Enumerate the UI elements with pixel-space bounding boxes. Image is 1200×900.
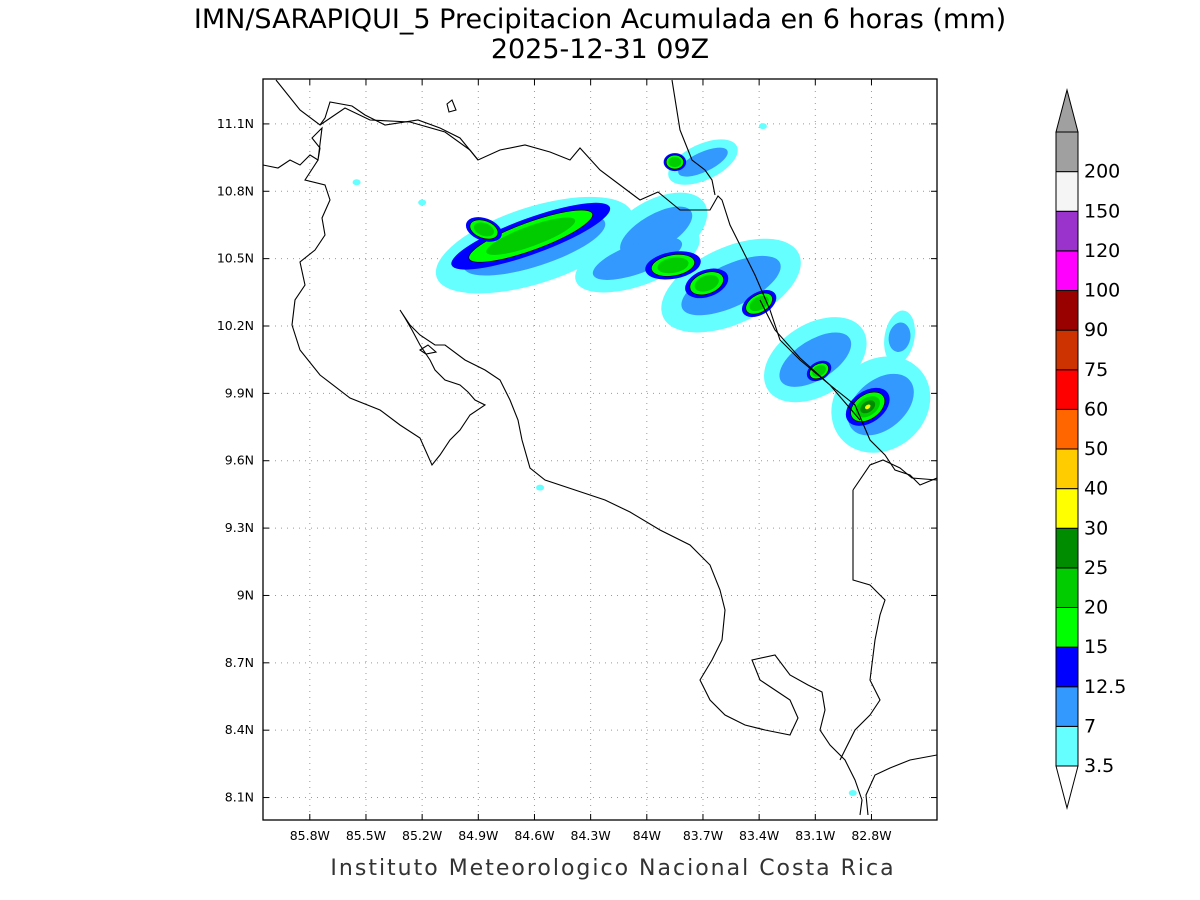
colorbar: 3.5 7 12.5 15 20 25 30 40 50 60 75 90 100 120 150 200	[1055, 88, 1126, 810]
colorbar-over-arrow	[1055, 88, 1079, 133]
lat-tick-label: 10.2N	[217, 318, 254, 333]
map-title: IMN/SARAPIQUI_5 Precipitacion Acumulada …	[193, 4, 1007, 35]
colorbar-swatch	[1055, 686, 1079, 727]
lat-tick-label: 11.1N	[217, 116, 254, 131]
colorbar-swatch	[1055, 171, 1079, 212]
precip-cell	[694, 275, 719, 292]
plot-frame	[262, 78, 938, 821]
colorbar-swatch	[1055, 646, 1079, 688]
map-subtitle: 2025-12-31 09Z	[490, 34, 710, 65]
colorbar-swatch	[1055, 448, 1079, 490]
precipitation-layer	[352, 123, 931, 797]
colorbar-label: 3.5	[1084, 755, 1114, 777]
lon-tick-label: 85.8W	[290, 828, 330, 843]
colorbar-label: 7	[1084, 715, 1096, 737]
lat-tick-label: 9.6N	[225, 453, 254, 468]
lat-tick-label: 9N	[237, 587, 254, 602]
colorbar-swatch	[1055, 210, 1079, 252]
precip-contour-7	[779, 332, 852, 387]
colorbar-swatch	[1055, 488, 1079, 529]
costa-rica-coastline	[275, 79, 937, 486]
lon-tick-label: 83.4W	[739, 828, 779, 843]
axes: 85.8W 85.5W 85.2W 84.9W 84.6W 84.3W 84W 83.7W 83…	[217, 79, 937, 843]
precip-cell	[657, 257, 689, 274]
precip-contour-7	[678, 147, 728, 177]
colorbar-swatch	[1055, 329, 1079, 371]
precip-speck	[848, 790, 857, 797]
colorbar-label: 25	[1084, 557, 1108, 579]
lon-tick-label: 83.1W	[795, 828, 835, 843]
precip-contour-7	[888, 322, 911, 352]
colorbar-label: 40	[1084, 478, 1108, 500]
lat-tick-label: 8.4N	[225, 722, 254, 737]
precip-speck	[536, 484, 545, 491]
lon-tick-label: 82.8W	[851, 828, 891, 843]
colorbar-label: 90	[1084, 319, 1108, 341]
lat-tick-label: 9.9N	[225, 385, 254, 400]
colorbar-swatch	[1055, 408, 1079, 450]
lon-tick-label: 83.7W	[683, 828, 723, 843]
colorbar-under-arrow	[1055, 765, 1079, 810]
precip-cell	[812, 365, 826, 377]
panama-border	[839, 459, 937, 761]
lon-tick-label: 84.9W	[458, 828, 498, 843]
precip-speck	[758, 123, 767, 130]
precip-cell	[668, 157, 682, 168]
colorbar-swatch	[1055, 369, 1079, 410]
precip-cell	[486, 217, 576, 255]
lat-tick-label: 10.8N	[217, 183, 254, 198]
precip-speck	[418, 199, 427, 206]
colorbar-label: 75	[1084, 359, 1108, 381]
colorbar-label: 50	[1084, 438, 1108, 460]
colorbar-label: 15	[1084, 636, 1108, 658]
footer-credit: Instituto Meteorologico Nacional Costa R…	[330, 856, 896, 881]
colorbar-label: 120	[1084, 240, 1120, 262]
colorbar-label: 20	[1084, 597, 1108, 619]
precip-contour-7	[681, 255, 781, 316]
precip-contour-7	[592, 237, 683, 280]
colorbar-swatch	[1055, 607, 1079, 648]
precip-cell	[865, 404, 871, 410]
lon-tick-label: 84W	[633, 828, 661, 843]
colorbar-swatch	[1055, 527, 1079, 569]
lake-outline	[446, 99, 457, 113]
colorbar-label: 60	[1084, 398, 1108, 420]
nicaragua-border	[319, 79, 716, 196]
gulf-island	[418, 344, 438, 355]
lat-tick-label: 8.7N	[225, 655, 254, 670]
colorbar-label: 200	[1084, 161, 1120, 183]
coastline-layer	[263, 79, 937, 816]
lon-tick-label: 84.6W	[514, 828, 554, 843]
colorbar-swatch	[1055, 290, 1079, 331]
colorbar-label: 30	[1084, 517, 1108, 539]
lon-tick-label: 85.5W	[346, 828, 386, 843]
lat-tick-label: 8.1N	[225, 790, 254, 805]
cross-border-line	[759, 299, 861, 421]
precip-speck	[352, 179, 361, 186]
colorbar-label: 12.5	[1084, 676, 1126, 698]
lat-tick-label: 10.5N	[217, 251, 254, 266]
plot-background	[263, 79, 937, 820]
colorbar-label: 100	[1084, 280, 1120, 302]
panama-coastline	[865, 754, 937, 816]
colorbar-swatch	[1055, 567, 1079, 608]
colorbar-swatch	[1055, 131, 1079, 173]
colorbar-label: 150	[1084, 200, 1120, 222]
lat-tick-label: 9.3N	[225, 520, 254, 535]
colorbar-swatch	[1055, 250, 1079, 291]
lon-tick-label: 84.3W	[571, 828, 611, 843]
colorbar-swatch	[1055, 725, 1079, 767]
precip-cell	[473, 222, 495, 237]
lon-tick-label: 85.2W	[402, 828, 442, 843]
costa-rica-pacific-coast	[263, 126, 863, 816]
